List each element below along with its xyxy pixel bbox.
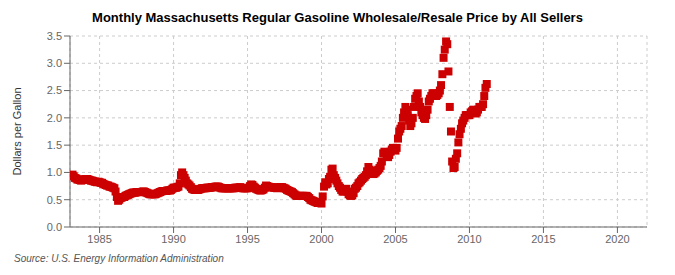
html-text:Monthly Massachusetts Regular: Monthly Massachusetts Regular Gasoline W… xyxy=(92,10,583,25)
svg-text:1990: 1990 xyxy=(161,233,185,245)
html-text:Source: U.S. Energy Informatio: Source: U.S. Energy Information Administ… xyxy=(14,253,224,264)
svg-text:1995: 1995 xyxy=(235,233,259,245)
svg-text:0.0: 0.0 xyxy=(47,221,62,233)
svg-text:2015: 2015 xyxy=(531,233,555,245)
svg-text:1985: 1985 xyxy=(87,233,111,245)
svg-text:2020: 2020 xyxy=(605,233,629,245)
svg-text:2.0: 2.0 xyxy=(47,112,62,124)
svg-text:3.0: 3.0 xyxy=(47,57,62,69)
svg-text:1.0: 1.0 xyxy=(47,166,62,178)
svg-text:2000: 2000 xyxy=(309,233,333,245)
svg-text:Dollars per Gallon: Dollars per Gallon xyxy=(11,87,23,175)
svg-text:3.5: 3.5 xyxy=(47,30,62,42)
svg-text:2.5: 2.5 xyxy=(47,84,62,96)
svg-text:2005: 2005 xyxy=(383,233,407,245)
svg-text:2010: 2010 xyxy=(457,233,481,245)
svg-text:0.5: 0.5 xyxy=(47,194,62,206)
svg-text:1.5: 1.5 xyxy=(47,139,62,151)
